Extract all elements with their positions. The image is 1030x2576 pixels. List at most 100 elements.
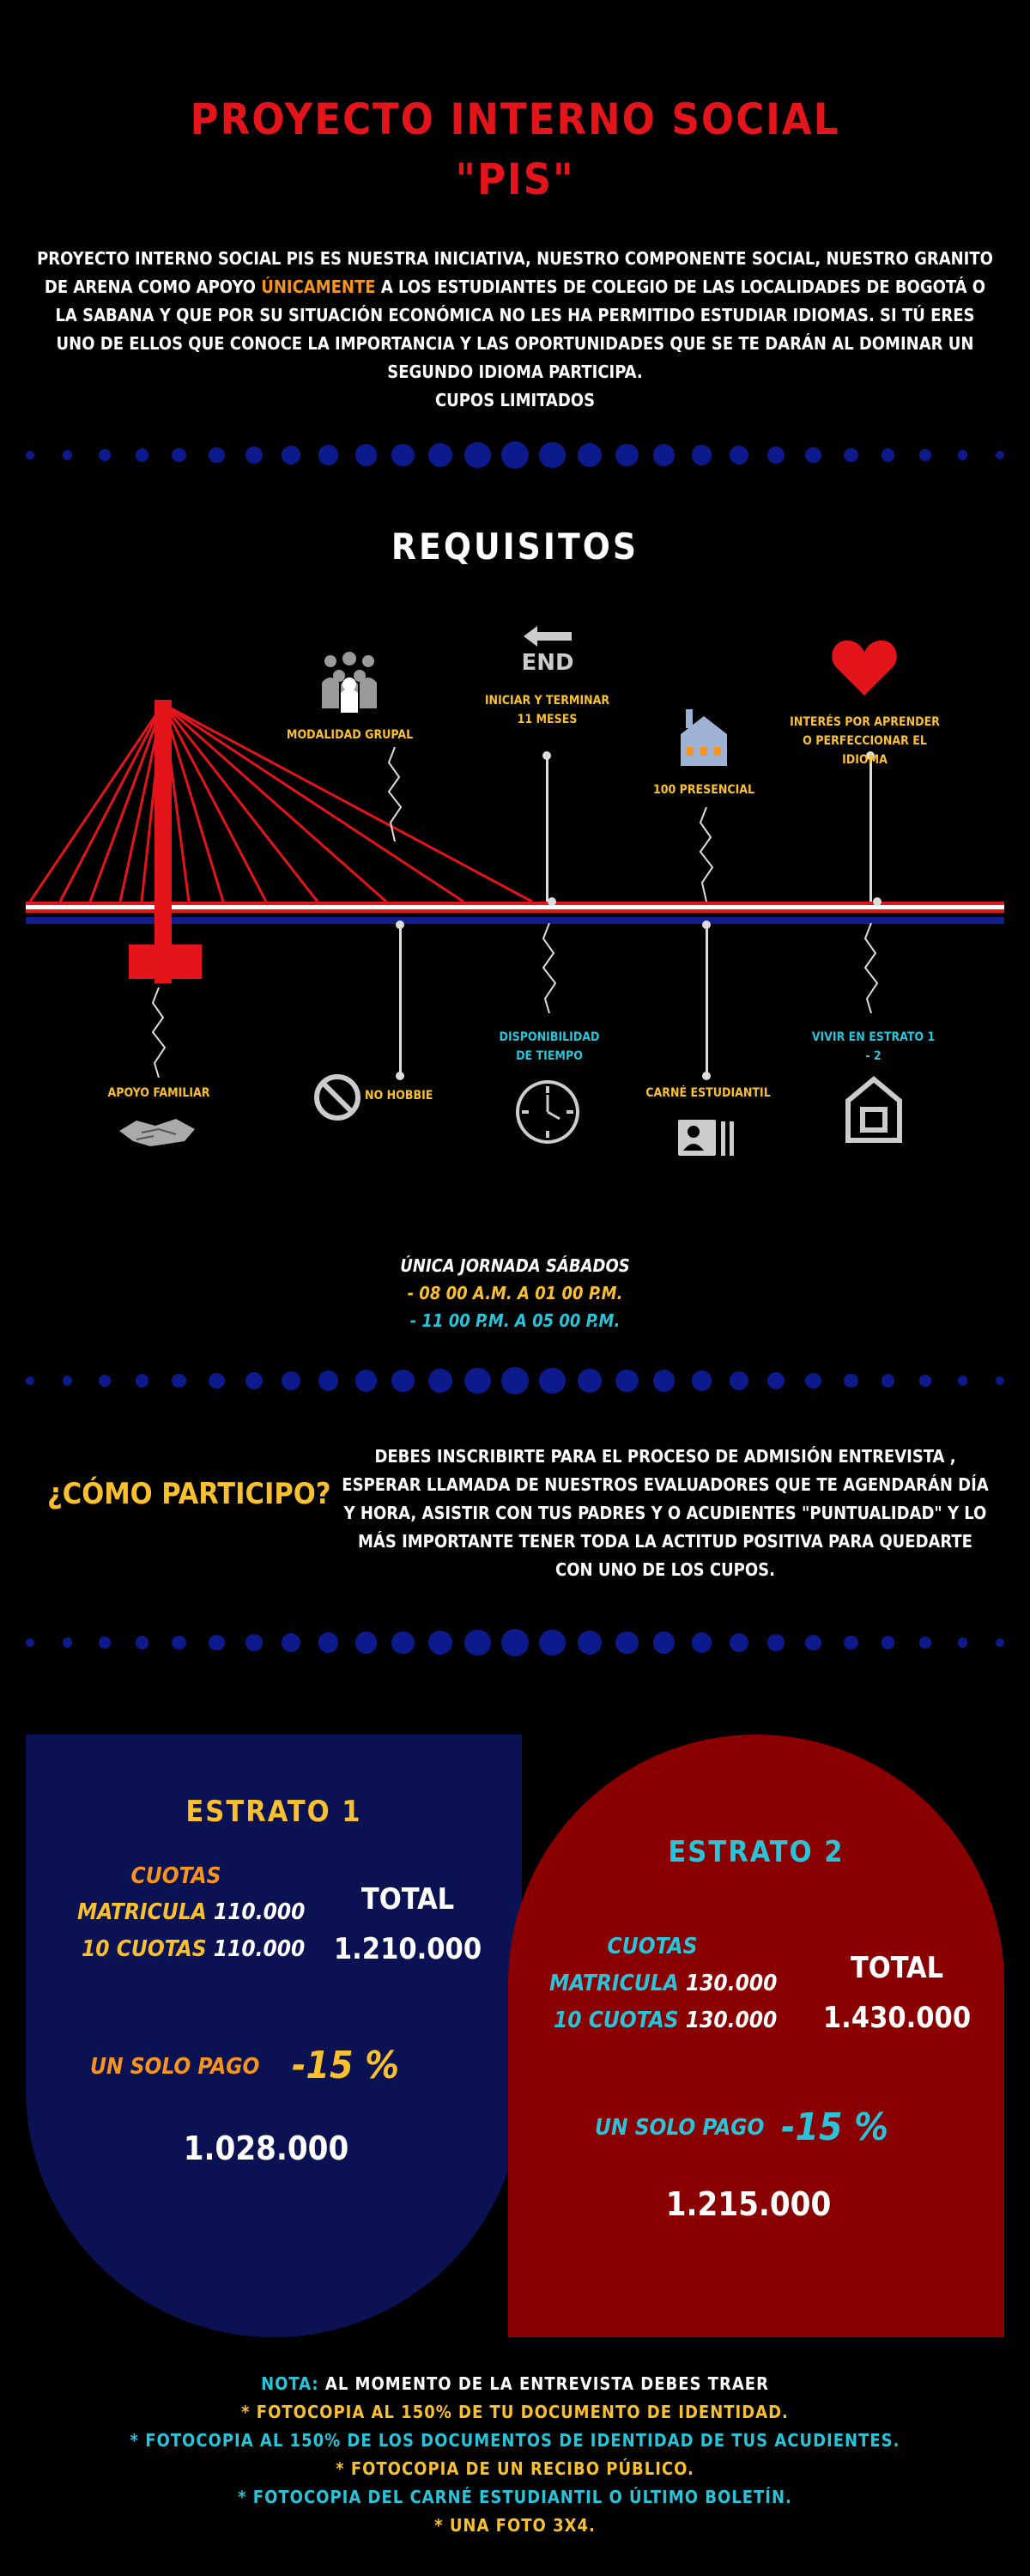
intro-text: PROYECTO INTERNO SOCIAL PIS ES NUESTRA I… [34,245,996,415]
knob-2 [542,751,551,760]
divider-dot [767,446,785,465]
req-estrato-label: VIVIR EN ESTRATO 1 - 2 [811,1030,936,1063]
knob-b4 [702,920,711,929]
heart-icon [832,640,897,696]
divider-dot [501,1367,529,1394]
divider-dot [62,450,73,460]
group-icon [322,652,377,713]
knob-4 [866,751,875,760]
divider-dot [245,446,263,465]
divider-dot [464,441,491,469]
divider-dot [767,1371,785,1390]
divider-dot [919,449,931,461]
req-disponibilidad-label: DISPONIBILIDAD DE TIEMPO [499,1030,600,1063]
req-iniciar-label: INICIAR Y TERMINAR 11 MESES [484,694,610,726]
divider-dot [615,1369,639,1393]
home-icon [845,1076,902,1143]
note-item: * FOTOCOPIA DE UN RECIBO PÚBLICO. [336,2458,694,2479]
divider-dot [391,1369,415,1393]
zigzag-b1 [151,987,167,1078]
house-icon [681,709,727,766]
estrato-1-total-value: 1.210.000 [333,1932,482,1966]
estrato-1-discount: -15 % [292,2044,399,2087]
divider-dot [99,1375,111,1387]
title-line-1: PROYECTO INTERNO SOCIAL [190,94,840,144]
divider-dot [245,1371,263,1390]
divider-dot [805,1634,821,1651]
estrato-2-final: 1.215.000 [665,2185,832,2223]
req-apoyo-label: APOYO FAMILIAR [107,1086,210,1100]
note-text: AL MOMENTO DE LA ENTREVISTA DEBES TRAER [318,2373,769,2394]
divider-dot [691,1632,712,1653]
note-header: NOTA: AL MOMENTO DE LA ENTREVISTA DEBES … [0,2370,1030,2398]
estrato-2-10cuotas-label: 10 CUOTAS [554,2008,679,2033]
handshake-icon [119,1119,195,1146]
end-arrow-icon [524,626,572,647]
intro-part-2: A LOS ESTUDIANTES DE COLEGIO DE LAS LOCA… [55,276,986,382]
requisitos-title: REQUISITOS [391,526,639,568]
divider-dot [996,1376,1004,1385]
divider-dot [26,1376,34,1385]
estrato-2-cuotas: CUOTAS [607,1934,698,1959]
note-item: * FOTOCOPIA AL 150% DE TU DOCUMENTO DE I… [241,2402,789,2422]
como-title: ¿CÓMO PARTICIPO? [47,1477,331,1511]
zigzag-3 [699,807,714,902]
knob-b2 [396,920,404,929]
divider-dot [427,1368,453,1394]
divider-dot [172,1635,187,1650]
divider-dot [354,1370,377,1392]
divider-dot [957,1637,968,1648]
divider-dot [653,444,676,466]
req-carne-label: CARNÉ ESTUDIANTIL [645,1086,771,1100]
stem-2 [546,756,548,902]
divider-dot [282,1371,301,1390]
estrato-1-matricula-value: 110.000 [213,1899,306,1925]
divider-dot [427,1630,453,1656]
divider-dot [996,1638,1004,1647]
estrato-1-cuotas: CUOTAS [130,1863,221,1889]
divider-dot [653,1631,676,1654]
estrato-1-10cuotas-label: 10 CUOTAS [82,1936,207,1962]
estrato-1-solo-pago: UN SOLO PAGO [90,2054,260,2080]
divider-dot [26,451,34,459]
divider-dot [245,1633,263,1652]
estrato-1-final: 1.028.000 [183,2129,349,2167]
divider-dot [767,1633,785,1652]
schedule-line-2: - 08 00 A.M. A 01 00 P.M. [407,1283,623,1303]
divider-dot [539,1367,566,1394]
divider-dot [691,1370,712,1391]
note-item: * UNA FOTO 3X4. [434,2515,596,2536]
schedule-line-1: ÚNICA JORNADA SÁBADOS [400,1255,630,1276]
req-interes-label: INTERÉS POR APRENDER O PERFECCIONAR EL I… [790,715,940,767]
estrato-2-10cuotas: 10 CUOTAS 130.000 [554,2008,777,2033]
divider-dot [501,441,529,469]
divider-dot [539,441,566,469]
divider-dot [172,1373,187,1388]
intro-part-3: CUPOS LIMITADOS [434,390,596,410]
dot-divider-1 [0,438,1030,472]
divider-dot [577,442,603,468]
divider-dot [354,444,377,466]
divider-dot [957,1376,968,1386]
divider-dot [843,447,858,463]
divider-dot [99,1637,111,1649]
estrato-2-matricula: MATRICULA 130.000 [549,1971,777,1996]
estrato-2-total-label: TOTAL [850,1951,944,1985]
divider-dot [391,1631,415,1655]
dot-divider-3 [0,1625,1030,1660]
bridge-illustration [26,700,1004,983]
divider-dot [99,449,111,461]
divider-dot [62,1637,73,1648]
divider-dot [427,442,453,468]
estrato-2-solo-pago: UN SOLO PAGO [595,2115,765,2141]
estrato-1-matricula-label: MATRICULA [77,1899,207,1925]
estrato-1-10cuotas-value: 110.000 [213,1936,306,1962]
estrato-2-matricula-label: MATRICULA [549,1971,679,1996]
divider-dot [539,1629,566,1656]
divider-dot [209,1372,225,1389]
estrato-2-panel [508,1735,1004,2337]
zigzag-b5 [863,923,879,1013]
knob-b4b [702,1072,711,1080]
divider-dot [354,1631,377,1654]
divider-dot [729,446,748,465]
